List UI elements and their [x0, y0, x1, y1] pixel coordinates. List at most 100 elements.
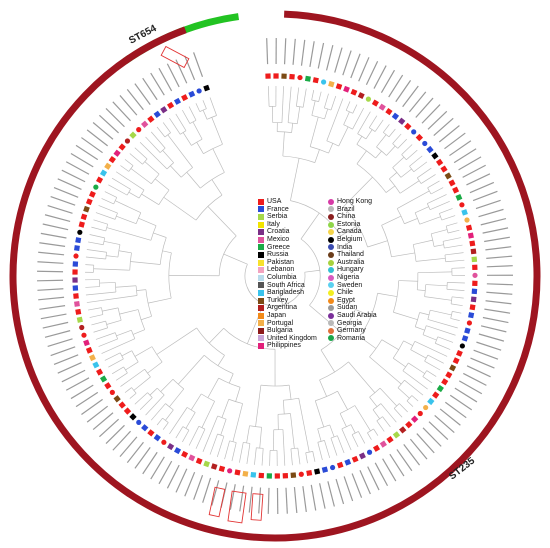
- legend-swatch: [328, 236, 334, 243]
- tree-branch: [419, 312, 430, 316]
- tree-branch: [85, 264, 94, 266]
- tree-branch: [180, 167, 193, 178]
- leaf-label-mark: [53, 187, 79, 198]
- country-marker: [129, 413, 137, 421]
- tree-branch: [95, 332, 116, 340]
- tree-branch: [95, 212, 116, 220]
- tree-branch: [102, 307, 119, 312]
- leaf-label-mark: [126, 441, 144, 464]
- tree-branch: [417, 289, 426, 291]
- leaf-label-mark: [433, 117, 454, 136]
- country-marker: [104, 382, 112, 390]
- country-marker: [431, 152, 439, 160]
- country-marker: [312, 77, 319, 84]
- tree-branch: [172, 378, 185, 390]
- leaf-label-mark: [38, 251, 65, 256]
- tree-branch: [175, 113, 187, 131]
- tree-branch: [381, 339, 399, 351]
- country-marker: [81, 332, 87, 338]
- highlight-box: [160, 45, 190, 69]
- tree-branch: [196, 141, 204, 154]
- tree-branch: [300, 238, 321, 306]
- tree-branch: [195, 428, 206, 449]
- leaf-label-mark: [81, 398, 103, 415]
- country-marker: [195, 457, 203, 465]
- tree-branch: [130, 261, 161, 265]
- leaf-label-mark: [65, 377, 90, 391]
- legend-swatch: [328, 289, 334, 296]
- tree-branch: [401, 144, 413, 155]
- leaf-label-mark: [175, 468, 188, 493]
- country-marker: [99, 375, 108, 383]
- legend-swatch: [258, 244, 264, 251]
- country-marker: [124, 138, 131, 144]
- country-marker: [398, 117, 406, 125]
- tree-branch: [343, 124, 353, 130]
- country-marker: [147, 115, 155, 123]
- tree-branch: [163, 196, 197, 221]
- tree-branch: [129, 153, 143, 165]
- tree-branch: [297, 448, 301, 465]
- tree-branch: [408, 362, 425, 374]
- leaf-label-mark: [454, 387, 478, 403]
- tree-branch: [114, 282, 117, 293]
- tree-branch: [435, 342, 451, 350]
- leaf-label-mark: [486, 283, 513, 286]
- legend-swatch: [258, 282, 264, 289]
- leaf-label-mark: [389, 453, 405, 477]
- tree-branch: [398, 280, 418, 282]
- country-marker: [335, 83, 343, 90]
- leaf-label-mark: [302, 486, 307, 513]
- country-marker: [74, 301, 80, 307]
- tree-branch: [422, 334, 437, 341]
- tree-branch: [393, 357, 406, 368]
- tree-branch: [169, 117, 181, 135]
- country-marker: [167, 443, 175, 451]
- tree-branch: [149, 387, 158, 396]
- tree-branch: [427, 319, 458, 329]
- country-marker: [343, 85, 350, 93]
- leaf-label-mark: [373, 65, 387, 89]
- leaf-label-mark: [229, 484, 236, 510]
- leaf-label-mark: [444, 132, 466, 150]
- tree-branch: [431, 229, 448, 235]
- leaf-label-mark: [475, 199, 501, 210]
- tree-branch: [430, 187, 444, 195]
- legend-item: China: [328, 213, 377, 221]
- country-marker: [444, 172, 452, 180]
- tree-branch: [145, 394, 165, 416]
- country-marker: [379, 440, 387, 448]
- tree-branch: [162, 122, 171, 133]
- tree-branch: [352, 107, 365, 130]
- leaf-label-mark: [40, 313, 67, 320]
- country-marker: [203, 84, 210, 92]
- tree-branch: [451, 303, 463, 307]
- leaf-label-mark: [47, 338, 73, 348]
- tree-branch: [422, 376, 433, 384]
- tree-branch: [224, 440, 230, 460]
- country-marker: [188, 454, 196, 462]
- country-marker: [449, 364, 457, 372]
- country-marker: [80, 213, 88, 221]
- tree-branch: [101, 198, 114, 205]
- leaf-label-mark: [275, 37, 277, 65]
- tree-branch: [182, 132, 192, 146]
- leaf-label-mark: [258, 487, 262, 514]
- country-marker: [468, 312, 475, 319]
- country-marker: [109, 389, 115, 395]
- country-marker: [77, 229, 83, 235]
- tree-branch: [389, 172, 398, 180]
- tree-branch: [131, 350, 139, 363]
- tree-branch: [340, 225, 358, 237]
- leaf-label-mark: [37, 279, 64, 282]
- leaf-label-mark: [439, 408, 461, 426]
- leaf-label-mark: [453, 148, 477, 164]
- tree-branch: [209, 433, 218, 455]
- leaf-label-mark: [486, 255, 513, 259]
- tree-branch: [101, 338, 136, 354]
- tree-branch: [103, 240, 121, 245]
- leaf-label-mark: [482, 227, 509, 234]
- country-marker: [181, 450, 189, 458]
- tree-branch: [326, 98, 344, 141]
- tree-branch: [206, 115, 217, 120]
